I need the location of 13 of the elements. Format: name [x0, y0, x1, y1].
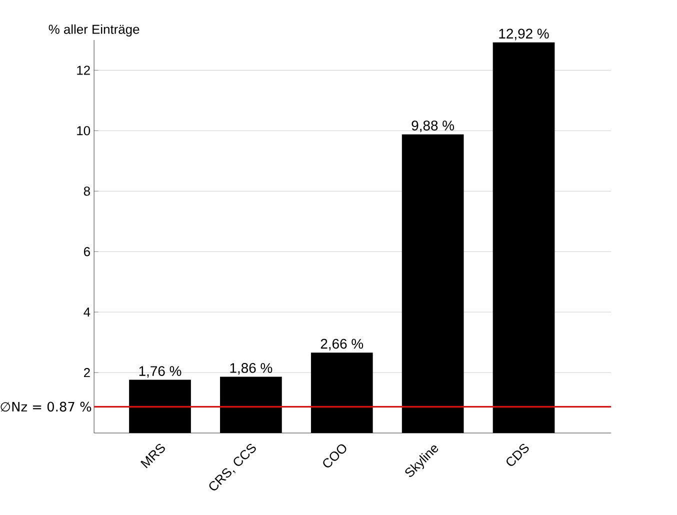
y-tick-label: 12	[77, 66, 90, 75]
ref-line-label: ∅Nz = 0.87 %	[0, 402, 92, 412]
data-label: 1,86 %	[230, 363, 272, 375]
data-label: 2,66 %	[320, 338, 364, 350]
y-tick-label: 6	[84, 247, 90, 256]
data-label: 12,92 %	[499, 28, 549, 40]
y-tick-label: 4	[84, 308, 90, 317]
y-axis-title: % aller Einträge	[48, 24, 140, 36]
y-tick-label: 10	[77, 126, 90, 136]
y-tick-label: 8	[84, 186, 90, 196]
data-label: 9,88 %	[412, 120, 454, 132]
y-tick-label: 2	[84, 368, 90, 378]
data-label: 1,76 %	[139, 366, 182, 378]
